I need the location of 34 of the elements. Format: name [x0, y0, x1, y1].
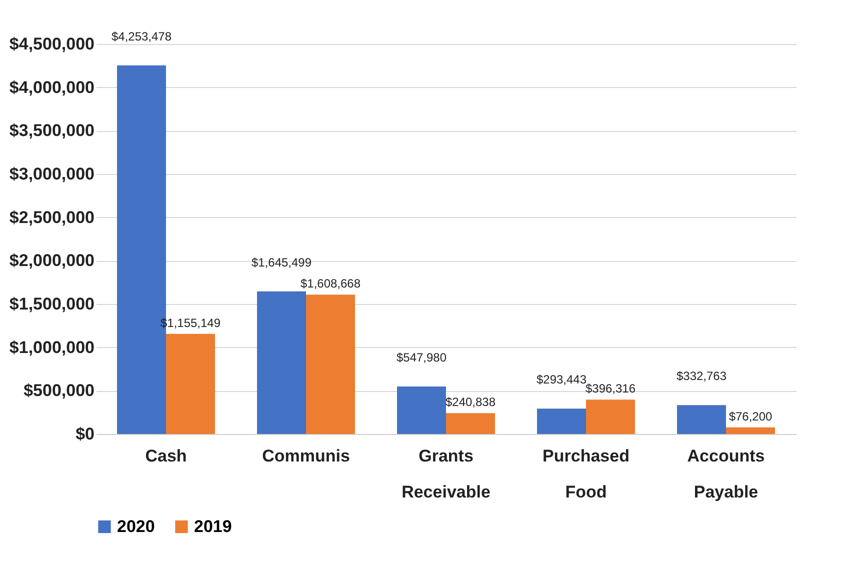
y-tick-label: $500,000 [24, 381, 94, 400]
x-tick-label: Purchased Food [542, 446, 630, 502]
bar [397, 386, 446, 434]
y-tick-label: $4,000,000 [9, 78, 94, 97]
data-label: $293,443 [536, 372, 587, 387]
bar [166, 334, 215, 434]
bar [537, 408, 586, 434]
x-tick-label: Cash [145, 446, 187, 466]
y-tick-label: $3,000,000 [9, 164, 94, 184]
y-tick-label: $4,500,000 [9, 34, 94, 54]
y-tick-label: $1,500,000 [9, 294, 94, 314]
legend-label: 2020 [117, 516, 155, 536]
x-tick-label: Grants Receivable [402, 446, 490, 502]
data-label: $1,645,499 [251, 255, 312, 270]
y-tick-label: $2,000,000 [9, 251, 94, 270]
data-label: $332,763 [676, 369, 727, 384]
bar [446, 413, 495, 434]
data-label: $547,980 [396, 350, 447, 365]
x-tick-label: Communis [262, 446, 350, 466]
legend-label: 2019 [194, 516, 232, 536]
data-label: $396,316 [585, 382, 636, 396]
bar [257, 291, 306, 434]
bar [586, 400, 635, 434]
y-tick-label: $0 [76, 424, 94, 444]
bar [306, 294, 355, 434]
x-tick-label: Accounts Payable [687, 446, 765, 502]
data-label: $4,253,478 [111, 29, 172, 44]
bar [677, 405, 726, 434]
bar [726, 427, 775, 434]
y-tick-label: $2,500,000 [9, 208, 94, 227]
data-label: $76,200 [728, 409, 773, 424]
y-tick-label: $3,500,000 [9, 121, 94, 140]
y-tick-label: $1,000,000 [9, 338, 94, 357]
data-label: $1,608,668 [300, 276, 361, 291]
